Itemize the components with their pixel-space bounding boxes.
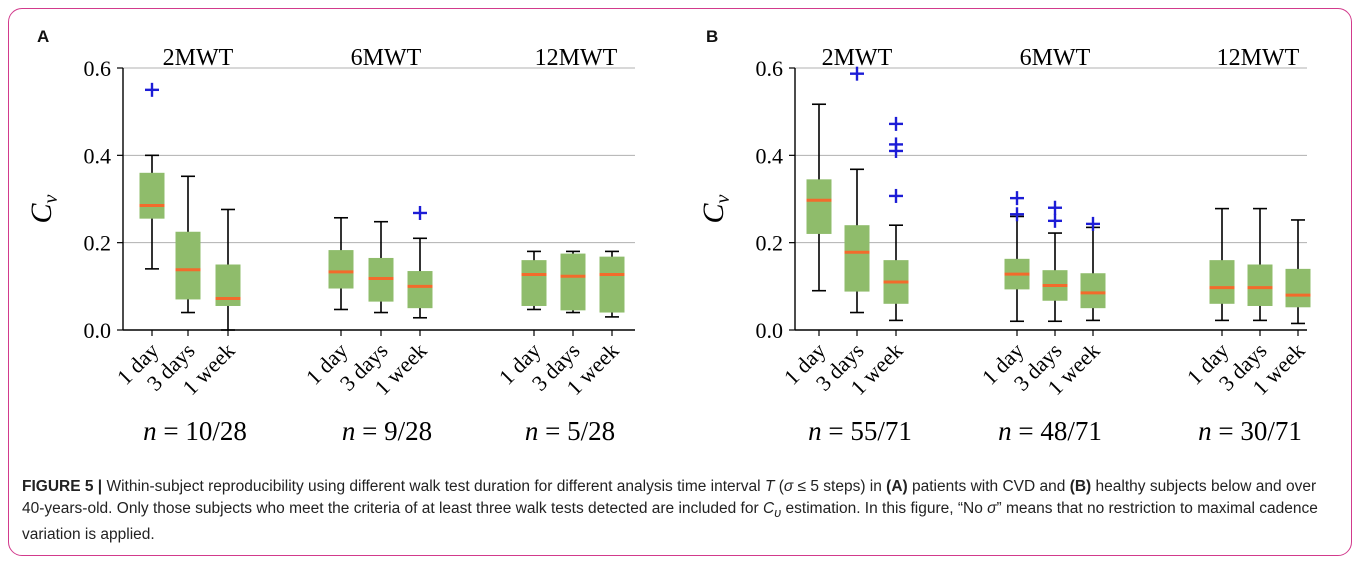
outlier-marker bbox=[850, 66, 864, 81]
box-plot: 1 day bbox=[779, 103, 832, 390]
caption-segment: (B) bbox=[1069, 478, 1092, 495]
box-plot: 1 week bbox=[1247, 219, 1311, 400]
iqr-box bbox=[1285, 268, 1311, 308]
caption-text: Within-subject reproducibility using dif… bbox=[22, 478, 1318, 543]
box-plot: 1 week bbox=[1042, 216, 1106, 400]
box-plot: 1 day bbox=[977, 191, 1030, 390]
caption-segment: T bbox=[764, 478, 775, 495]
caption-segment: C bbox=[762, 500, 775, 517]
n-label: n = 9/28 bbox=[342, 416, 432, 446]
group-title: 6MWT bbox=[1020, 45, 1091, 71]
n-label: n = 5/28 bbox=[525, 416, 615, 446]
iqr-box bbox=[1247, 264, 1273, 306]
y-axis-label: Cv bbox=[697, 194, 734, 223]
iqr-box bbox=[599, 256, 625, 313]
y-tick-label: 0.0 bbox=[756, 318, 784, 343]
iqr-box bbox=[1080, 273, 1106, 309]
caption-segment: Within-subject reproducibility using dif… bbox=[102, 478, 765, 495]
box-plot: 1 day bbox=[112, 82, 165, 390]
y-tick-label: 0.0 bbox=[84, 318, 112, 343]
caption-segment: σ bbox=[987, 500, 997, 517]
y-tick-label: 0.6 bbox=[756, 56, 784, 81]
caption-segment: σ bbox=[783, 478, 794, 495]
outlier-marker bbox=[145, 82, 159, 97]
y-tick-label: 0.4 bbox=[756, 143, 784, 168]
caption-segment: ≤ 5 steps) in bbox=[793, 478, 887, 495]
figure-caption: FIGURE 5 | Within-subject reproducibilit… bbox=[22, 476, 1342, 546]
iqr-box bbox=[175, 231, 201, 300]
outlier-marker bbox=[1010, 191, 1024, 206]
outlier-marker bbox=[1086, 216, 1100, 231]
group-title: 2MWT bbox=[163, 45, 234, 71]
box-plot: 1 week bbox=[369, 205, 433, 400]
n-label: n = 10/28 bbox=[143, 416, 247, 446]
outlier-marker bbox=[413, 205, 427, 220]
y-tick-label: 0.4 bbox=[84, 143, 112, 168]
caption-segment: ( bbox=[774, 478, 784, 495]
n-label: n = 55/71 bbox=[808, 416, 912, 446]
outlier-marker bbox=[1048, 200, 1062, 215]
y-tick-label: 0.2 bbox=[756, 231, 784, 256]
caption-segment: healthy subjects below and over 40-years… bbox=[22, 478, 1317, 517]
y-tick-label: 0.6 bbox=[84, 56, 112, 81]
y-axis-label: Cv bbox=[25, 194, 62, 223]
iqr-box bbox=[521, 260, 547, 306]
iqr-box bbox=[1209, 260, 1235, 304]
iqr-box bbox=[806, 179, 832, 234]
iqr-box bbox=[407, 271, 433, 309]
iqr-box bbox=[844, 225, 870, 292]
box-plot: 1 day bbox=[301, 216, 354, 390]
caption-segment: patients with CVD and bbox=[907, 478, 1070, 495]
iqr-box bbox=[560, 253, 586, 311]
iqr-box bbox=[328, 250, 354, 289]
outlier-marker bbox=[1010, 207, 1024, 222]
group-title: 12MWT bbox=[1217, 45, 1300, 71]
caption-segment: (A) bbox=[886, 478, 908, 495]
outlier-marker bbox=[889, 137, 903, 152]
caption-segment: υ bbox=[774, 505, 782, 521]
caption-segment: ” means that no restriction to maximal c… bbox=[22, 500, 1318, 544]
group-title: 2MWT bbox=[822, 45, 893, 71]
n-label: n = 30/71 bbox=[1198, 416, 1302, 446]
caption-segment: estimation. In this figure, “No bbox=[781, 500, 988, 517]
panel-letter: A bbox=[37, 27, 49, 46]
n-label: n = 48/71 bbox=[998, 416, 1102, 446]
y-tick-label: 0.2 bbox=[84, 231, 112, 256]
outlier-marker bbox=[889, 116, 903, 131]
figure-label: FIGURE 5 | bbox=[22, 478, 103, 495]
iqr-box bbox=[139, 172, 165, 219]
panel-letter: B bbox=[706, 27, 718, 46]
outlier-marker bbox=[889, 188, 903, 203]
group-title: 6MWT bbox=[351, 45, 422, 71]
box-plot: 1 day bbox=[1182, 207, 1235, 390]
outlier-marker bbox=[1048, 213, 1062, 228]
group-title: 12MWT bbox=[535, 45, 618, 71]
